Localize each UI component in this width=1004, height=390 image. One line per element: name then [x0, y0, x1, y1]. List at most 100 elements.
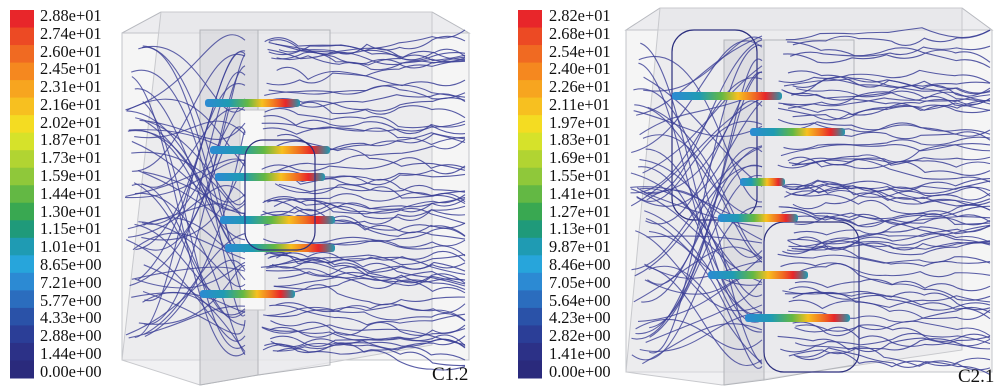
streamline — [277, 335, 466, 355]
colorbar-swatch — [518, 97, 542, 116]
tick-label: 8.46e+00 — [549, 254, 611, 274]
colorbar-swatch — [518, 290, 542, 309]
streamline — [788, 337, 991, 357]
streamline — [784, 290, 991, 311]
colorbar-swatch — [10, 185, 34, 204]
tick-label: 0.00e+00 — [549, 361, 611, 381]
tick-label: 2.31e+01 — [40, 77, 102, 97]
streamline — [131, 76, 246, 357]
jets-group — [672, 92, 850, 322]
streamline — [276, 133, 466, 151]
streamline — [278, 183, 466, 193]
tick-label: 2.54e+01 — [549, 41, 611, 61]
jet-band — [708, 271, 808, 279]
streamline — [788, 295, 991, 310]
streamline — [796, 87, 991, 102]
tick-label: 2.60e+01 — [40, 41, 102, 61]
streamline — [134, 193, 246, 355]
jet-band — [750, 128, 845, 136]
streamline — [143, 233, 246, 335]
tick-label: 2.40e+01 — [549, 59, 611, 79]
colorbar-swatch — [10, 97, 34, 116]
figure-label: C1.2 — [432, 364, 469, 385]
colorbar-swatch — [10, 45, 34, 64]
colorbar-swatch — [10, 272, 34, 291]
colorbar-swatch — [518, 80, 542, 99]
tick-label: 4.23e+00 — [549, 308, 611, 328]
streamline — [645, 148, 763, 314]
streamline — [777, 253, 991, 264]
colorbar-swatch — [518, 220, 542, 239]
tick-label: 2.11e+01 — [549, 94, 610, 114]
colorbar-swatch — [518, 325, 542, 344]
jet-band — [718, 214, 798, 222]
streamline — [266, 59, 466, 86]
streamline — [782, 290, 991, 320]
streamline — [268, 41, 466, 65]
streamline — [785, 27, 991, 41]
streamline — [273, 284, 466, 306]
streamline — [633, 88, 763, 365]
streamline — [783, 49, 991, 64]
tick-label: 0.00e+00 — [40, 361, 102, 381]
streamline — [787, 70, 991, 105]
streamline — [142, 291, 246, 316]
tick-label: 1.30e+01 — [40, 201, 102, 221]
tick-label: 1.01e+01 — [40, 237, 102, 257]
streamline — [633, 110, 763, 137]
streamline — [262, 236, 466, 257]
colorbar-swatch — [10, 290, 34, 309]
streamline — [642, 323, 763, 365]
streamline — [267, 29, 466, 60]
streamline — [129, 126, 246, 287]
streamline — [262, 126, 466, 146]
streamline — [127, 203, 246, 230]
streamline — [783, 178, 991, 190]
streamline — [794, 157, 991, 176]
streamline — [792, 320, 991, 337]
streamline — [134, 120, 246, 139]
streamline — [125, 259, 246, 336]
streamline — [270, 338, 466, 367]
streamline — [275, 302, 466, 314]
streamline — [267, 254, 466, 281]
streamline — [641, 147, 763, 303]
tick-label: 2.16e+01 — [40, 94, 102, 114]
tick-label: 1.13e+01 — [549, 219, 611, 239]
streamline — [637, 166, 763, 316]
colorbar-swatch — [10, 10, 34, 29]
jet-band — [200, 290, 295, 298]
streamlines-group — [630, 27, 991, 376]
streamline — [265, 269, 466, 289]
streamline — [271, 51, 466, 66]
jet-band — [745, 314, 850, 322]
colorbar-swatch — [518, 167, 542, 186]
streamline — [132, 232, 246, 260]
colorbar-swatch — [10, 237, 34, 256]
colorbar-left — [10, 10, 34, 379]
streamline — [264, 84, 466, 98]
tick-label: 7.05e+00 — [549, 272, 611, 292]
tick-label: 1.15e+01 — [40, 219, 102, 239]
streamline — [271, 254, 466, 269]
streamline — [144, 130, 246, 338]
tick-label: 1.97e+01 — [549, 112, 611, 132]
streamline — [796, 347, 991, 376]
tick-label: 1.69e+01 — [549, 148, 611, 168]
colorbar-swatch — [518, 342, 542, 361]
streamline — [780, 206, 991, 246]
streamline — [631, 146, 763, 271]
streamline-box-right — [624, 7, 994, 386]
streamline — [638, 56, 763, 203]
streamlines-group — [124, 29, 466, 371]
colorbar-swatch — [10, 202, 34, 221]
colorbar-swatch — [10, 325, 34, 344]
tick-label: 5.77e+00 — [40, 290, 102, 310]
tick-label: 2.45e+01 — [40, 59, 102, 79]
streamline — [648, 44, 763, 354]
colorbar-swatch — [10, 220, 34, 239]
streamline — [795, 224, 991, 250]
streamline — [141, 107, 246, 188]
colorbar-swatch — [518, 360, 542, 379]
colorbar-swatch — [518, 27, 542, 46]
